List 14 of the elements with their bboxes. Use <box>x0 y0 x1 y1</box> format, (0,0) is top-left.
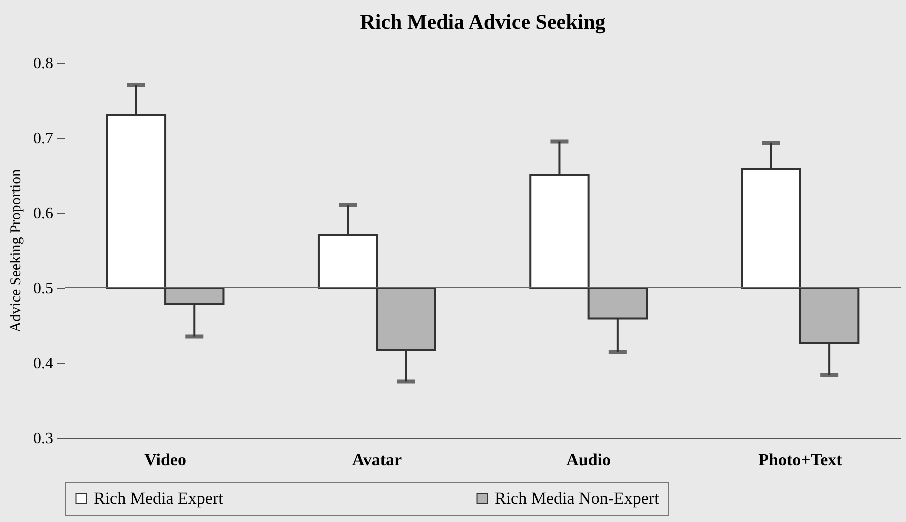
legend-label: Rich Media Non-Expert <box>495 488 660 508</box>
y-tick-label: 0.3 <box>34 430 54 448</box>
chart-title: Rich Media Advice Seeking <box>360 10 606 34</box>
x-tick-label: Audio <box>566 450 612 470</box>
y-tick-label: 0.8 <box>34 56 54 72</box>
y-tick-label: 0.6 <box>34 206 54 222</box>
x-tick-label: Video <box>144 450 186 470</box>
y-tick-label: 0.5 <box>34 280 54 298</box>
y-axis-title: Advice Seeking Proportion <box>8 168 24 333</box>
x-tick-label: Photo+Text <box>758 450 843 470</box>
legend-label: Rich Media Expert <box>94 488 224 508</box>
y-tick-label: 0.4 <box>34 356 54 372</box>
y-tick-label: 0.7 <box>34 130 54 148</box>
x-tick-label: Avatar <box>352 450 402 470</box>
